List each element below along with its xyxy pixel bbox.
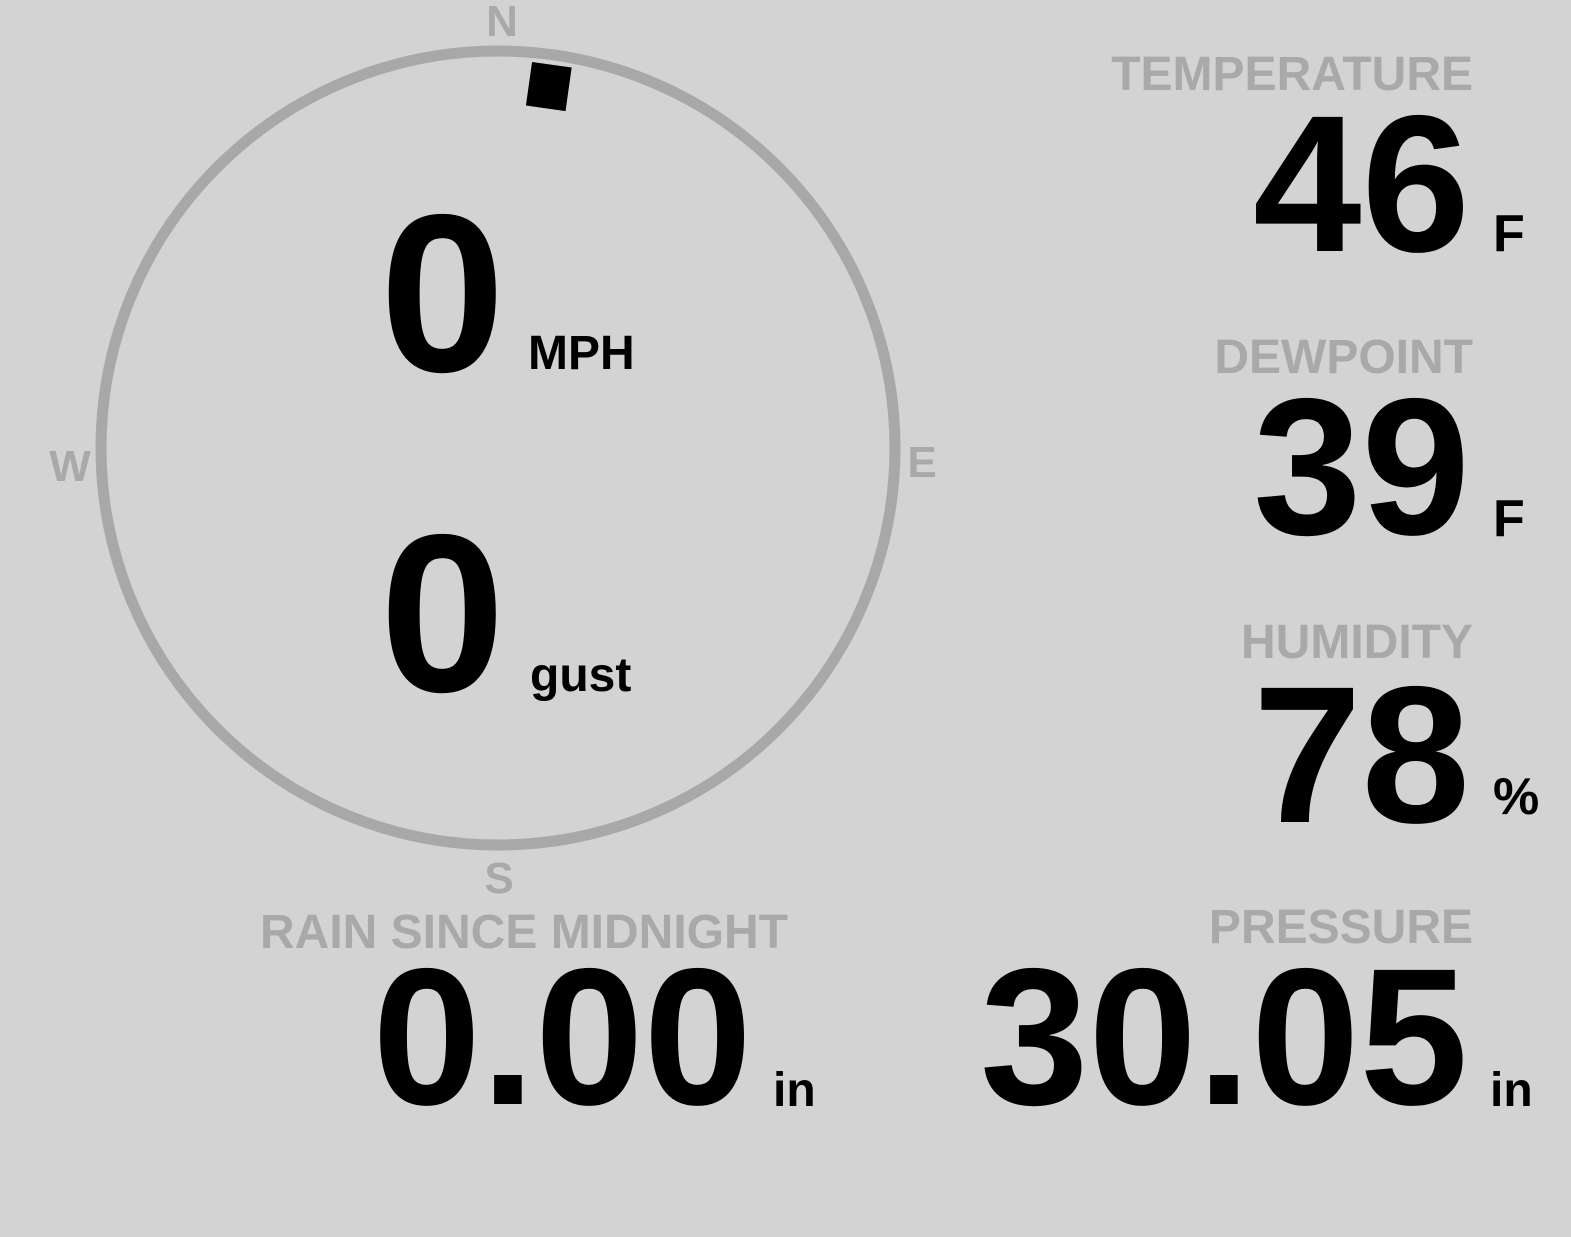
- compass-south: S: [484, 854, 514, 903]
- dewpoint-label: DEWPOINT: [1214, 331, 1473, 384]
- rain-value: 0.00: [372, 928, 752, 1146]
- pressure-label: PRESSURE: [1208, 901, 1473, 954]
- humidity-unit: %: [1493, 768, 1540, 826]
- wind-speed-value: 0: [379, 167, 505, 419]
- wind-compass: [95, 45, 901, 851]
- compass-north: N: [486, 0, 518, 46]
- pressure-unit: in: [1490, 1064, 1533, 1117]
- temperature-unit: F: [1493, 205, 1525, 263]
- wind-gust-unit: gust: [530, 649, 632, 702]
- temperature-value: 46: [1253, 75, 1470, 293]
- wind-gust-value: 0: [379, 487, 505, 739]
- compass-west: W: [49, 442, 91, 491]
- humidity-label: HUMIDITY: [1241, 616, 1473, 669]
- wind-speed-unit: MPH: [528, 327, 635, 380]
- dewpoint-value: 39: [1253, 358, 1470, 576]
- temperature-label: TEMPERATURE: [1111, 48, 1473, 101]
- wind-direction-marker: [525, 61, 572, 112]
- compass-east: E: [907, 438, 937, 487]
- humidity-value: 78: [1253, 646, 1470, 864]
- compass-ring: [95, 45, 901, 851]
- dewpoint-unit: F: [1493, 490, 1525, 548]
- rain-label: RAIN SINCE MIDNIGHT: [260, 906, 788, 959]
- pressure-value: 30.05: [980, 928, 1468, 1146]
- rain-unit: in: [773, 1064, 816, 1117]
